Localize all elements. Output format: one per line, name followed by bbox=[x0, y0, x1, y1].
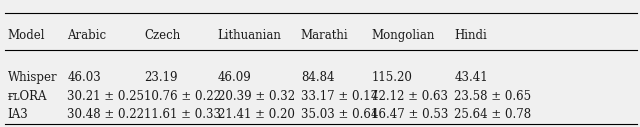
Text: 23.19: 23.19 bbox=[144, 71, 177, 84]
Text: 33.17 ± 0.17: 33.17 ± 0.17 bbox=[301, 90, 378, 103]
Text: 30.21 ± 0.25: 30.21 ± 0.25 bbox=[67, 90, 144, 103]
Text: 46.47 ± 0.53: 46.47 ± 0.53 bbox=[371, 108, 449, 121]
Text: ғʟORA: ғʟORA bbox=[8, 90, 47, 103]
Text: 46.09: 46.09 bbox=[218, 71, 252, 84]
Text: 115.20: 115.20 bbox=[371, 71, 412, 84]
Text: Czech: Czech bbox=[144, 29, 180, 42]
Text: Marathi: Marathi bbox=[301, 29, 348, 42]
Text: 23.58 ± 0.65: 23.58 ± 0.65 bbox=[454, 90, 532, 103]
Text: Mongolian: Mongolian bbox=[371, 29, 435, 42]
Text: 84.84: 84.84 bbox=[301, 71, 334, 84]
Text: 43.41: 43.41 bbox=[454, 71, 488, 84]
Text: 42.12 ± 0.63: 42.12 ± 0.63 bbox=[371, 90, 448, 103]
Text: 35.03 ± 0.61: 35.03 ± 0.61 bbox=[301, 108, 378, 121]
Text: 30.48 ± 0.22: 30.48 ± 0.22 bbox=[67, 108, 144, 121]
Text: 20.39 ± 0.32: 20.39 ± 0.32 bbox=[218, 90, 295, 103]
Text: 21.41 ± 0.20: 21.41 ± 0.20 bbox=[218, 108, 294, 121]
Text: Arabic: Arabic bbox=[67, 29, 106, 42]
Text: Whisper: Whisper bbox=[8, 71, 58, 84]
Text: Model: Model bbox=[8, 29, 45, 42]
Text: 46.03: 46.03 bbox=[67, 71, 101, 84]
Text: Lithuanian: Lithuanian bbox=[218, 29, 282, 42]
Text: 10.76 ± 0.22: 10.76 ± 0.22 bbox=[144, 90, 221, 103]
Text: 11.61 ± 0.33: 11.61 ± 0.33 bbox=[144, 108, 221, 121]
Text: Hindi: Hindi bbox=[454, 29, 487, 42]
Text: 25.64 ± 0.78: 25.64 ± 0.78 bbox=[454, 108, 532, 121]
Text: IA3: IA3 bbox=[8, 108, 28, 121]
